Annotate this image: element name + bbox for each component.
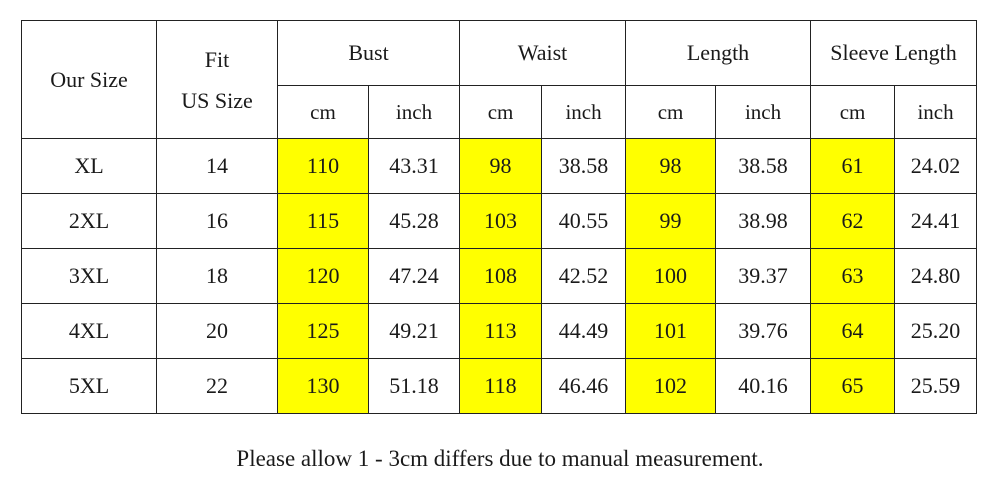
length-inch-cell: 38.98 [715,193,812,249]
us-size-cell: 14 [156,138,278,194]
header-bust: Bust [276,20,461,86]
waist-cm-cell: 103 [459,193,543,249]
header-fit: Fit [204,46,230,72]
bust-inch-cell: 43.31 [367,138,461,194]
header-fit-us-size: Fit US Size [156,20,278,139]
sleeve-inch-cell: 24.41 [894,193,978,249]
table-row: 4XL 20 125 49.21 113 44.49 101 39.76 64 … [21,303,978,359]
waist-cm-cell: 108 [459,248,543,304]
length-cm-cell: 99 [625,193,717,249]
waist-cm-cell: 118 [459,358,543,414]
length-cm-cell: 98 [625,138,717,194]
bust-inch-cell: 49.21 [367,303,461,359]
bust-cm-cell: 120 [277,248,369,304]
size-chart-table: Our Size Fit US Size Bust Waist Length S… [21,20,978,414]
unit-header: cm [810,85,896,139]
length-cm-cell: 102 [625,358,717,414]
measurement-note: Please allow 1 - 3cm differs due to manu… [236,446,764,471]
length-inch-cell: 40.16 [715,358,812,414]
bust-cm-cell: 125 [277,303,369,359]
waist-inch-cell: 44.49 [541,303,627,359]
unit-header: inch [541,85,627,139]
bust-inch-cell: 45.28 [367,193,461,249]
sleeve-inch-cell: 25.59 [894,358,978,414]
us-size-cell: 22 [156,358,278,414]
header-us-size: US Size [181,87,253,113]
sleeve-inch-cell: 25.20 [894,303,978,359]
size-cell: 4XL [21,303,157,359]
size-cell: XL [21,138,157,194]
sleeve-cm-cell: 61 [810,138,896,194]
length-cm-cell: 101 [625,303,717,359]
waist-cm-cell: 98 [459,138,543,194]
unit-header: inch [367,85,461,139]
sleeve-cm-cell: 65 [810,358,896,414]
waist-cm-cell: 113 [459,303,543,359]
waist-inch-cell: 46.46 [541,358,627,414]
length-inch-cell: 39.76 [715,303,812,359]
sleeve-cm-cell: 63 [810,248,896,304]
sleeve-cm-cell: 62 [810,193,896,249]
bust-cm-cell: 110 [277,138,369,194]
unit-header: cm [459,85,543,139]
length-inch-cell: 38.58 [715,138,812,194]
waist-inch-cell: 38.58 [541,138,627,194]
header-sleeve-length: Sleeve Length [810,20,978,86]
size-cell: 5XL [21,358,157,414]
table-row: 3XL 18 120 47.24 108 42.52 100 39.37 63 … [21,248,978,304]
length-cm-cell: 100 [625,248,717,304]
bust-cm-cell: 115 [277,193,369,249]
us-size-cell: 16 [156,193,278,249]
header-length: Length [625,20,812,86]
waist-inch-cell: 42.52 [541,248,627,304]
bust-inch-cell: 51.18 [367,358,461,414]
unit-header: cm [277,85,369,139]
sleeve-inch-cell: 24.80 [894,248,978,304]
table-row: XL 14 110 43.31 98 38.58 98 38.58 61 24.… [21,138,978,194]
length-inch-cell: 39.37 [715,248,812,304]
header-waist: Waist [459,20,627,86]
table-row: 2XL 16 115 45.28 103 40.55 99 38.98 62 2… [21,193,978,249]
sleeve-cm-cell: 64 [810,303,896,359]
unit-header: inch [894,85,978,139]
bust-inch-cell: 47.24 [367,248,461,304]
table-row: 5XL 22 130 51.18 118 46.46 102 40.16 65 … [21,358,978,414]
bust-cm-cell: 130 [277,358,369,414]
sleeve-inch-cell: 24.02 [894,138,978,194]
header-our-size: Our Size [21,20,157,139]
waist-inch-cell: 40.55 [541,193,627,249]
us-size-cell: 20 [156,303,278,359]
size-cell: 2XL [21,193,157,249]
size-cell: 3XL [21,248,157,304]
unit-header: cm [625,85,717,139]
unit-header: inch [715,85,812,139]
us-size-cell: 18 [156,248,278,304]
